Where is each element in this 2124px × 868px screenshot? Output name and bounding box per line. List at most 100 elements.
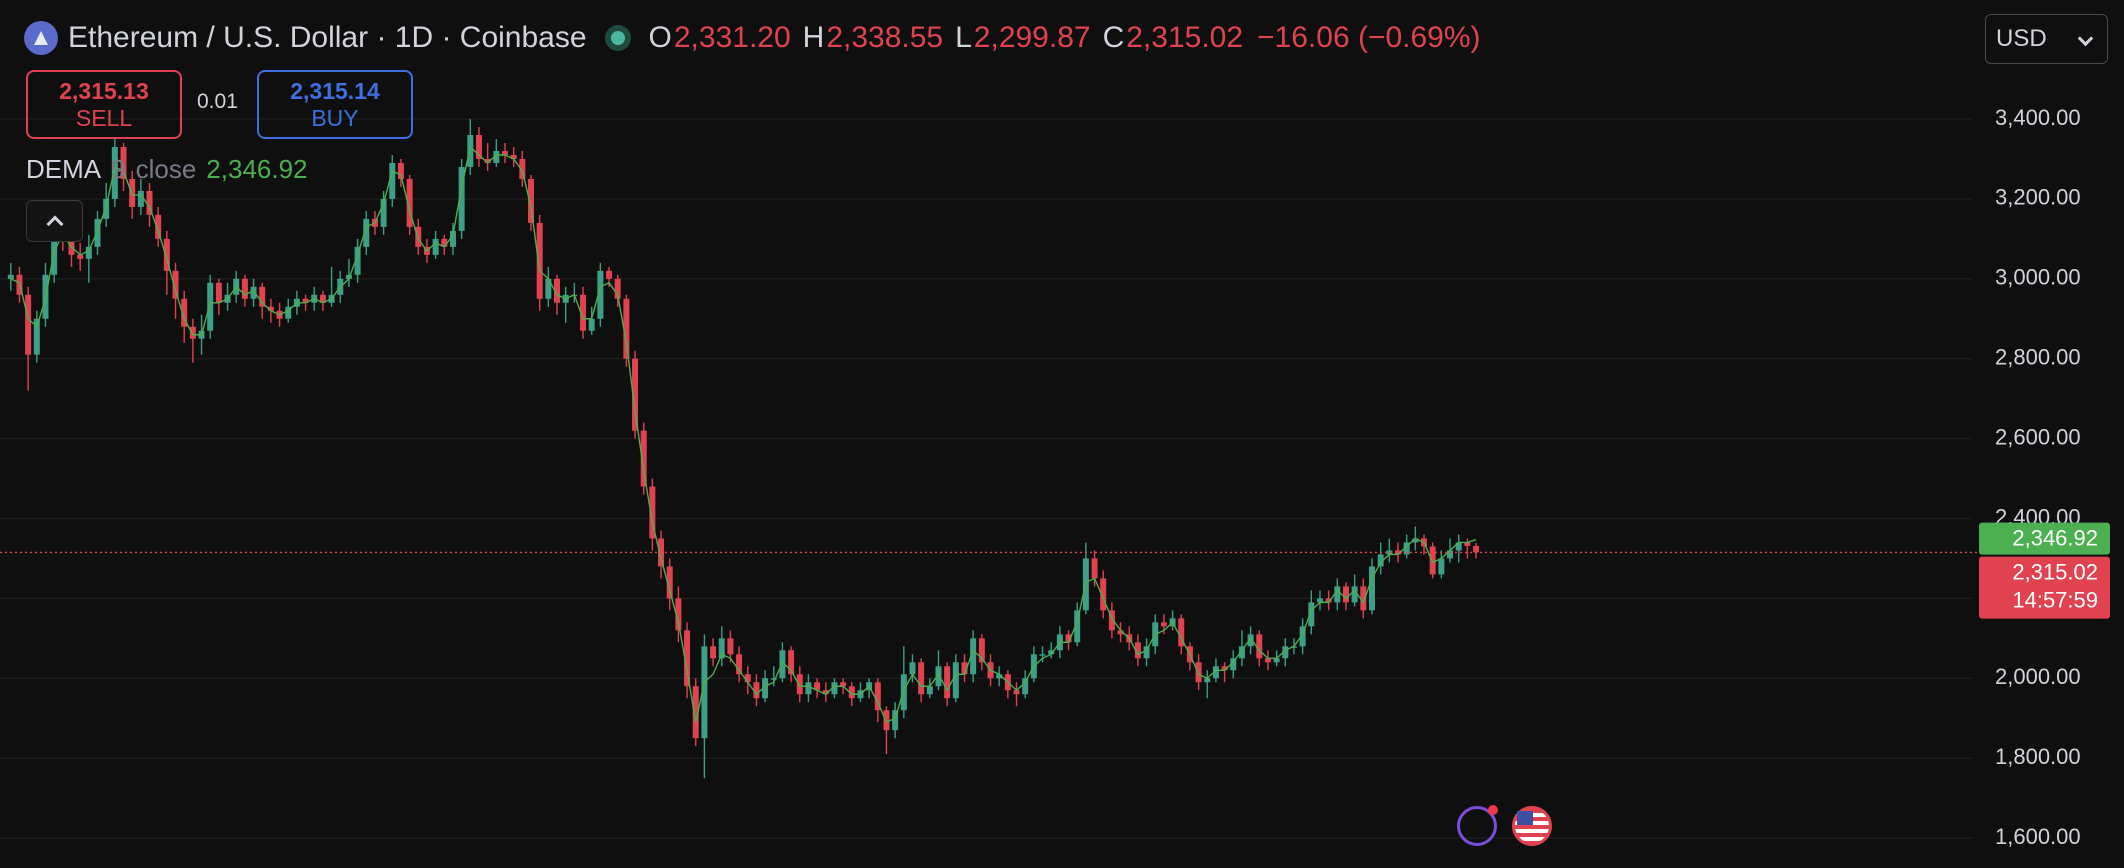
candle-body	[215, 282, 222, 303]
symbol-header: Ethereum / U.S. Dollar · 1D · Coinbase O…	[24, 18, 1481, 58]
candle-body	[267, 306, 274, 311]
candle-body	[1316, 598, 1323, 603]
candle-body	[961, 662, 968, 675]
candle-body	[970, 638, 977, 675]
candle-body	[397, 162, 404, 179]
candle-body	[623, 298, 630, 359]
candle-body	[1264, 658, 1271, 663]
candle-body	[259, 286, 266, 307]
candle-body	[1256, 634, 1263, 659]
candle-body	[241, 278, 248, 299]
candle-body	[840, 682, 847, 687]
candle-body	[779, 650, 786, 679]
candle-body	[1282, 646, 1289, 659]
ohlc-value: 2,338.55	[826, 21, 944, 54]
candle-body	[85, 246, 92, 259]
candle-body	[1013, 690, 1020, 695]
collapse-button[interactable]	[26, 200, 83, 242]
sell-price: 2,315.13	[59, 77, 149, 104]
candle-body	[1438, 558, 1445, 575]
indicator-source: close	[135, 154, 197, 184]
y-tick-label: 2,000.00	[1995, 664, 2081, 689]
ohlc-key: O	[648, 21, 672, 54]
candle-body	[77, 254, 84, 259]
candle-body	[1091, 558, 1098, 579]
candle-body	[1273, 658, 1280, 663]
candle-body	[718, 638, 725, 659]
candle-body	[710, 646, 717, 659]
candle-body	[250, 286, 257, 299]
candle-body	[1351, 586, 1358, 603]
ohlc-value: 2,331.20	[673, 21, 791, 54]
candle-body	[1022, 678, 1029, 695]
candle-body	[519, 158, 526, 179]
candle-body	[363, 218, 370, 247]
candle-body	[1134, 642, 1141, 659]
candle-body	[1065, 634, 1072, 643]
price-change: −16.06 (−0.69%)	[1257, 21, 1481, 54]
candle-body	[597, 270, 604, 319]
candle-body	[1048, 650, 1055, 655]
candle-body	[1178, 618, 1185, 647]
candle-body	[978, 638, 985, 663]
candle-body	[892, 710, 899, 731]
candle-body	[935, 666, 942, 687]
candle-body	[389, 162, 396, 199]
indicator-name: DEMA	[26, 154, 102, 184]
candle-body	[146, 190, 153, 215]
sell-label: SELL	[75, 104, 133, 131]
sell-button[interactable]: 2,315.13 SELL	[26, 70, 182, 139]
y-tick-label: 2,600.00	[1995, 424, 2081, 449]
buy-button[interactable]: 2,315.14 BUY	[257, 70, 413, 139]
candle-body	[666, 566, 673, 599]
market-status[interactable]	[604, 25, 631, 51]
candle-body	[458, 166, 465, 231]
ohlc-key: L	[955, 21, 972, 54]
candle-body	[588, 318, 595, 331]
indicator-value: 2,346.92	[206, 154, 308, 184]
candle-body	[814, 682, 821, 691]
candle-body	[1212, 666, 1219, 679]
y-tick-label: 2,800.00	[1995, 345, 2081, 370]
candle-body	[536, 222, 543, 299]
y-tick-label: 3,200.00	[1995, 185, 2081, 210]
buy-label: BUY	[311, 104, 359, 131]
last-price-tag	[1979, 556, 2110, 619]
candle-body	[554, 278, 561, 303]
currency-select[interactable]: USD	[1985, 14, 2108, 64]
candle-body	[996, 674, 1003, 679]
spread: 0.01	[197, 90, 238, 113]
candle-body	[944, 666, 951, 699]
candle-body	[1360, 586, 1367, 611]
candle-body	[1143, 646, 1150, 659]
last-price-label: 2,315.02	[2012, 559, 2098, 584]
candle-body	[172, 270, 179, 299]
candle-body	[684, 630, 691, 687]
candle-body	[753, 682, 760, 699]
bar-countdown: 14:57:59	[2012, 587, 2098, 612]
candle-body	[926, 686, 933, 695]
candle-body	[1412, 538, 1419, 543]
candle-body	[649, 486, 656, 539]
candle-body	[155, 214, 162, 239]
candle-body	[1230, 658, 1237, 671]
region-flag-icon[interactable]	[1512, 806, 1552, 846]
candle-body	[744, 674, 751, 683]
candle-body	[432, 238, 439, 255]
candle-body	[736, 654, 743, 675]
candle-body	[441, 238, 448, 247]
candle-body	[580, 294, 587, 331]
ohlc-value: 2,315.02	[1126, 21, 1244, 54]
candle-body	[848, 686, 855, 699]
candle-body	[883, 710, 890, 731]
assistant-icon[interactable]	[1457, 805, 1498, 846]
candle-body	[163, 238, 170, 271]
candle-body	[1221, 666, 1228, 671]
candle-body	[1386, 550, 1393, 555]
candle-body	[380, 198, 387, 227]
indicator-legend[interactable]: DEMA 9 close 2,346.92	[26, 154, 308, 185]
candle-body	[406, 178, 413, 227]
candle-body	[189, 326, 196, 339]
ohlc-key: C	[1102, 21, 1125, 54]
